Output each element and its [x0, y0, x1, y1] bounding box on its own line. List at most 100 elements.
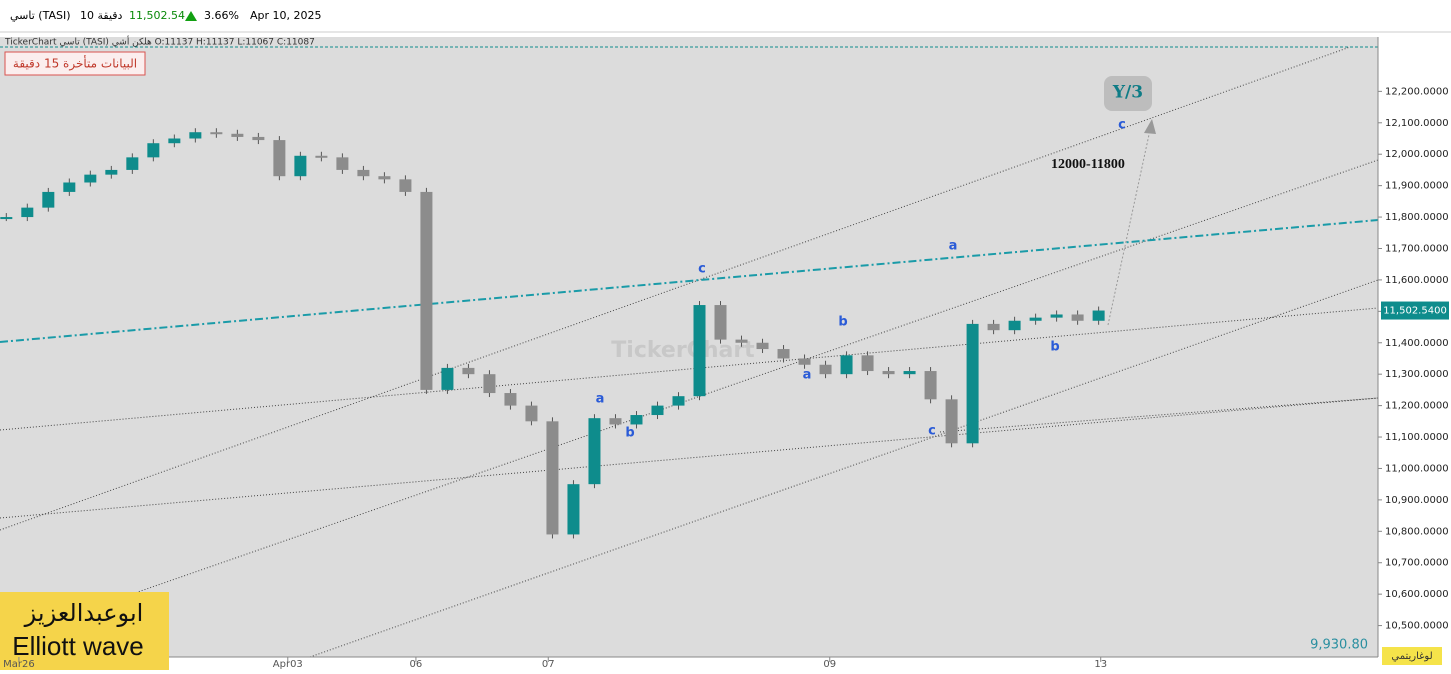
target-box: [1104, 76, 1152, 111]
wave-label: c: [928, 424, 936, 439]
x-tick-label: Mar26: [3, 659, 35, 670]
x-tick-label: 13: [1094, 659, 1107, 670]
y-tick-label: 11,000.0000: [1385, 463, 1449, 474]
candle: [756, 342, 769, 350]
candle: [315, 155, 328, 158]
candle: [1008, 320, 1021, 331]
candle: [462, 367, 475, 375]
signature-name: ابوعبدالعزيز: [24, 599, 144, 627]
scale-label[interactable]: لوغاريتمي: [1391, 651, 1432, 662]
candle: [273, 140, 286, 177]
candle: [147, 143, 160, 158]
bottom-value: 9,930.80: [1310, 638, 1368, 653]
candle: [735, 339, 748, 343]
candle: [357, 169, 370, 177]
candle: [126, 157, 139, 170]
candle: [777, 349, 790, 359]
y-tick-label: 10,700.0000: [1385, 558, 1449, 569]
candle: [1029, 317, 1042, 321]
wave-label: b: [625, 426, 634, 441]
channel-line: [0, 219, 1379, 343]
y-tick-label: 11,800.0000: [1385, 212, 1449, 223]
y-tick-label: 12,000.0000: [1385, 149, 1449, 160]
candle: [882, 371, 895, 375]
y-tick-label: 10,500.0000: [1385, 621, 1449, 632]
y-tick-label: 11,600.0000: [1385, 275, 1449, 286]
signature-subtitle: Elliott wave: [12, 631, 144, 661]
arrow-head: [1144, 119, 1156, 134]
x-tick-label: 06: [410, 659, 423, 670]
info-bar: TickerChart تاسي (TASI) هلكن أشي O:11137…: [4, 36, 315, 48]
candle: [441, 367, 454, 390]
y-tick-label: 10,600.0000: [1385, 589, 1449, 600]
candle: [189, 132, 202, 139]
date: Apr 10, 2025: [250, 9, 322, 22]
candle: [378, 176, 391, 180]
y-tick-label: 11,300.0000: [1385, 369, 1449, 380]
candle: [336, 157, 349, 170]
watermark: TickerChart: [611, 338, 755, 363]
candle: [630, 415, 643, 425]
candle: [105, 169, 118, 175]
x-tick-label: 09: [823, 659, 836, 670]
candle: [588, 418, 601, 485]
interval: 10 دقيقة: [80, 9, 123, 22]
symbol: تاسي (TASI): [10, 9, 71, 22]
candle: [252, 136, 265, 141]
candle: [819, 364, 832, 375]
price: 11,502.54: [129, 9, 185, 22]
scale-button[interactable]: [1382, 647, 1442, 665]
candle: [672, 396, 685, 406]
target-label: Y/3: [1112, 83, 1143, 103]
plot-area: [0, 37, 1378, 657]
wave-label: b: [838, 315, 847, 330]
candle: [966, 323, 979, 444]
wave-label: b: [1050, 340, 1059, 355]
y-tick-label: 12,200.0000: [1385, 86, 1449, 97]
price-tag: [1381, 301, 1449, 320]
candle: [987, 323, 1000, 331]
y-tick-label: 11,400.0000: [1385, 338, 1449, 349]
candle: [1092, 310, 1105, 321]
candle: [483, 374, 496, 394]
candle: [840, 355, 853, 375]
candle: [693, 305, 706, 397]
wave-label: c: [1118, 118, 1126, 133]
candle: [546, 421, 559, 535]
candle: [945, 399, 958, 444]
change: 3.66%: [204, 9, 239, 22]
candle: [399, 179, 412, 192]
x-tick-label: Apr03: [273, 659, 303, 670]
candle: [861, 355, 874, 372]
candle: [210, 132, 223, 135]
y-tick-label: 11,700.0000: [1385, 243, 1449, 254]
candle: [420, 191, 433, 390]
candle: [903, 371, 916, 375]
candle: [84, 174, 97, 183]
projection: [1107, 129, 1151, 326]
price-tag-label: 11,502.5400: [1383, 306, 1447, 317]
x-tick-label: 07: [542, 659, 555, 670]
signature-box: [0, 592, 169, 670]
candles: [0, 128, 1105, 539]
candle: [651, 405, 664, 416]
delay-box: [4, 51, 146, 76]
candle: [525, 405, 538, 422]
up-arrow: [185, 11, 197, 21]
delay-notice: البيانات متأخرة 15 دقيقة: [13, 55, 137, 72]
wave-label: a: [803, 368, 812, 383]
y-tick-label: 11,100.0000: [1385, 432, 1449, 443]
candle: [567, 484, 580, 535]
candle: [21, 207, 34, 218]
candle: [1050, 314, 1063, 318]
candle: [714, 305, 727, 340]
candle: [63, 182, 76, 192]
candle: [1071, 314, 1084, 321]
y-tick-label: 11,200.0000: [1385, 401, 1449, 412]
wave-label: a: [596, 392, 605, 407]
candle: [504, 393, 517, 406]
candle: [168, 138, 181, 144]
y-tick-label: 11,900.0000: [1385, 181, 1449, 192]
y-tick-label: 10,800.0000: [1385, 526, 1449, 537]
